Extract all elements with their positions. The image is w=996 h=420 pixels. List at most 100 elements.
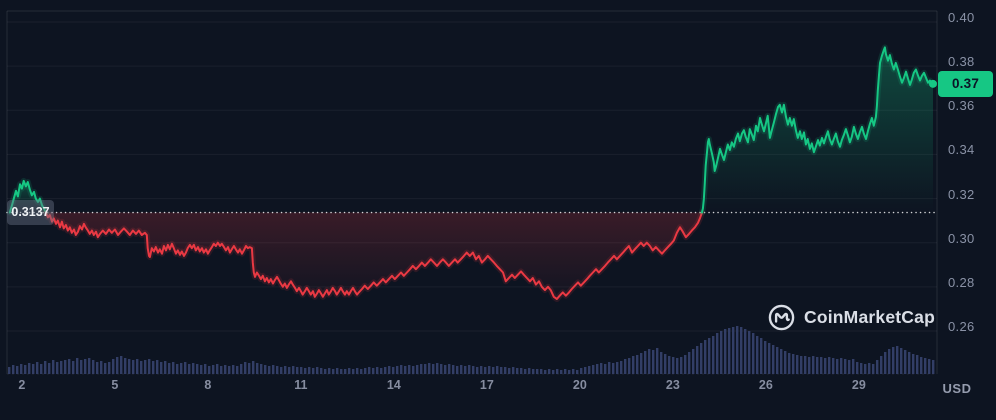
volume-bar	[776, 347, 779, 374]
volume-bar	[824, 358, 827, 374]
volume-bar	[160, 362, 163, 374]
volume-bar	[484, 367, 487, 374]
volume-bar	[336, 368, 339, 374]
volume-bar	[504, 367, 507, 374]
volume-bar	[660, 352, 663, 374]
volume-bar	[224, 365, 227, 374]
y-axis-tick-label: 0.38	[948, 54, 975, 70]
volume-bar	[180, 363, 183, 374]
volume-bar	[768, 343, 771, 374]
volume-bar	[280, 367, 283, 374]
volume-bar	[584, 367, 587, 374]
volume-bar	[84, 359, 87, 374]
volume-bar	[620, 361, 623, 374]
volume-bar	[136, 359, 139, 374]
volume-bar	[588, 366, 591, 374]
volume-bar	[40, 364, 43, 374]
volume-bar	[892, 347, 895, 374]
volume-bar	[36, 362, 39, 374]
volume-bar	[692, 349, 695, 374]
volume-bar	[44, 361, 47, 374]
volume-bar	[412, 366, 415, 374]
x-axis-tick-label: 14	[386, 378, 401, 392]
y-axis-tick-label: 0.40	[948, 10, 975, 26]
x-axis-tick-label: 29	[851, 378, 866, 392]
volume-bar	[784, 351, 787, 374]
volume-bar	[908, 352, 911, 374]
volume-bar	[568, 370, 571, 374]
volume-bar	[276, 366, 279, 374]
volume-bar	[456, 366, 459, 374]
volume-bar	[272, 365, 275, 374]
volume-bar	[720, 331, 723, 374]
volume-bar	[744, 329, 747, 374]
volume-bar	[24, 365, 27, 374]
volume-bar	[604, 364, 607, 374]
volume-bar	[700, 343, 703, 374]
volume-bar	[532, 369, 535, 374]
volume-bar	[196, 364, 199, 374]
volume-bar	[668, 356, 671, 374]
volume-bar	[240, 364, 243, 374]
volume-bar	[260, 364, 263, 374]
volume-bar	[832, 358, 835, 374]
volume-bar	[208, 366, 211, 374]
volume-bar	[396, 366, 399, 374]
volume-bar	[284, 366, 287, 374]
volume-bar	[612, 363, 615, 374]
volume-bar	[216, 364, 219, 374]
volume-bar	[596, 364, 599, 374]
volume-bar	[840, 358, 843, 374]
volume-bar	[116, 357, 119, 374]
volume-bar	[352, 369, 355, 374]
x-axis-tick-label: 17	[479, 378, 494, 392]
volume-bar	[308, 367, 311, 374]
volume-bar	[452, 365, 455, 374]
volume-bar	[932, 360, 935, 374]
volume-bar	[60, 361, 63, 374]
volume-bar	[48, 363, 51, 374]
x-axis-tick-label: 2	[18, 378, 26, 392]
volume-bar	[248, 363, 251, 374]
volume-bar	[424, 364, 427, 374]
volume-bar	[204, 364, 207, 374]
volume-bar	[624, 359, 627, 374]
volume-bar	[740, 327, 743, 374]
volume-bar	[808, 357, 811, 374]
x-axis-tick-label: 23	[665, 378, 680, 392]
volume-bar	[580, 368, 583, 374]
volume-bar	[184, 362, 187, 374]
volume-bar	[164, 361, 167, 374]
y-axis-tick-label: 0.32	[948, 186, 975, 202]
volume-bar	[120, 356, 123, 374]
volume-bar	[772, 345, 775, 374]
volume-bar	[324, 369, 327, 374]
last-price-dot	[928, 79, 937, 88]
volume-bar	[856, 362, 859, 374]
volume-bar	[436, 363, 439, 374]
volume-bar	[860, 363, 863, 374]
volume-bar	[304, 368, 307, 374]
volume-bar	[920, 357, 923, 374]
volume-bar	[524, 369, 527, 374]
volume-bar	[264, 365, 267, 374]
volume-bar	[828, 357, 831, 374]
x-axis-tick-label: 11	[294, 378, 308, 392]
volume-bar	[56, 362, 59, 374]
volume-bar	[220, 366, 223, 374]
volume-bar	[868, 363, 871, 374]
volume-bar	[148, 359, 151, 374]
volume-bar	[168, 363, 171, 374]
volume-bar	[880, 356, 883, 374]
volume-bar	[564, 369, 567, 374]
volume-bar	[540, 369, 543, 374]
volume-bar	[864, 364, 867, 374]
volume-bar	[492, 367, 495, 374]
volume-bar	[820, 357, 823, 374]
volume-bar	[888, 349, 891, 374]
volume-bar	[28, 363, 31, 374]
volume-bar	[476, 367, 479, 374]
watermark-text: CoinMarketCap	[804, 307, 935, 327]
volume-bar	[788, 353, 791, 374]
